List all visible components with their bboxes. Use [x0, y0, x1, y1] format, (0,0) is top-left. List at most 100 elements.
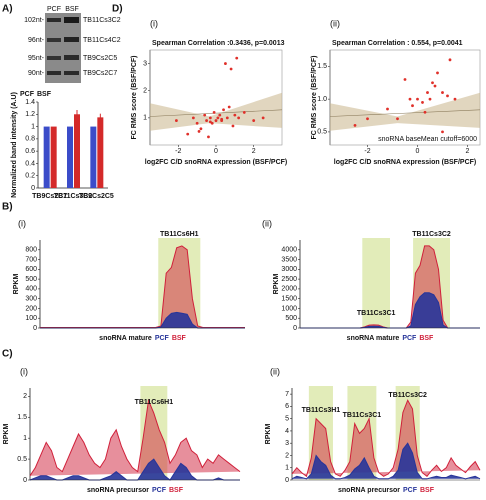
- band-label: TB11Cs4C2: [83, 37, 121, 44]
- bar: [67, 126, 73, 188]
- point: [195, 121, 199, 125]
- y-tick-label: 0.5: [17, 456, 27, 463]
- y-tick-label: 0: [293, 325, 297, 332]
- point: [433, 84, 437, 88]
- band-label: TB9Cs2C5: [83, 55, 117, 62]
- confidence-band: [330, 92, 480, 131]
- y-tick-label: 2000: [281, 286, 297, 293]
- bsf-area: [29, 398, 241, 477]
- y-tick-label: 0: [33, 325, 37, 332]
- gel-band: [64, 55, 79, 60]
- x-axis-label: snoRNA precursor PCF BSF: [87, 487, 184, 494]
- pcf-area: [40, 311, 245, 329]
- point: [235, 56, 239, 60]
- point: [242, 111, 246, 114]
- point: [199, 127, 203, 131]
- y-tick-label: 6: [285, 403, 289, 410]
- legend-label: PCF: [403, 487, 418, 494]
- confidence-band: [150, 92, 282, 131]
- y-tick-label: 500: [25, 276, 37, 283]
- bsf-area: [40, 245, 245, 328]
- y-tick-label: 200: [25, 305, 37, 312]
- y-axis-label: FC RMS score (BSF/PCF): [131, 55, 138, 139]
- highlight: [362, 238, 390, 328]
- point: [229, 67, 233, 71]
- size-label: 95nt-: [28, 55, 45, 62]
- gel-band: [64, 37, 79, 42]
- point: [220, 117, 224, 121]
- panel-label: C): [2, 349, 13, 360]
- y-tick-label: 3: [143, 60, 147, 67]
- x-axis-label: log2FC C/D snoRNA expression (BSF/PCF): [145, 159, 287, 166]
- size-label: 90nt-: [28, 70, 45, 77]
- x-tick-label: 2: [466, 148, 470, 155]
- point: [426, 91, 429, 94]
- gel-band: [64, 17, 79, 23]
- y-tick-label: 1.0: [317, 96, 327, 103]
- point: [237, 116, 241, 120]
- y-tick-label: 1.5: [317, 63, 327, 70]
- chart-title: Spearman Correlation :0.3436, p=0.0013: [152, 40, 285, 47]
- peak-label: TB11Cs3C1: [357, 310, 396, 317]
- size-label: 96nt-: [28, 37, 45, 44]
- point: [252, 119, 256, 122]
- bar: [90, 126, 97, 188]
- y-tick-label: 0.4: [25, 160, 35, 167]
- y-tick-label: 1: [31, 123, 35, 130]
- peak-label: TB11Cs3C2: [412, 231, 451, 238]
- y-tick-label: 1: [143, 115, 147, 122]
- peak-label: TB11Cs3C1: [343, 412, 382, 419]
- y-tick-label: 500: [285, 315, 297, 322]
- point: [446, 94, 449, 98]
- x-tick-label: 2: [252, 148, 256, 155]
- fit-line: [329, 109, 481, 117]
- point: [403, 78, 407, 81]
- bar: [43, 126, 50, 188]
- x-tick-label: TB9Cs2C7: [32, 193, 67, 200]
- gel: PCF BSF 102nt- 96nt- 95nt- 90nt- TB11Cs3…: [24, 6, 121, 83]
- x-axis-label-text: snoRNA mature: [347, 335, 400, 342]
- y-tick-label: 4: [285, 428, 289, 435]
- y-tick-label: 1: [23, 435, 27, 442]
- peak-label: TB11Cs3C2: [388, 392, 427, 399]
- panel-label: A): [2, 4, 13, 15]
- point: [218, 113, 222, 117]
- point: [205, 119, 208, 122]
- panel-label: B): [2, 202, 13, 213]
- y-tick-label: 1000: [281, 305, 297, 312]
- x-tick-label: -2: [364, 148, 370, 155]
- y-tick-label: 3000: [281, 266, 297, 273]
- y-tick-label: 1.2: [25, 111, 35, 118]
- x-tick-label: TB9Cs2C5: [79, 193, 114, 200]
- point: [227, 105, 231, 109]
- point: [366, 117, 369, 121]
- point: [386, 107, 389, 111]
- legend-label: PCF: [402, 335, 417, 342]
- x-axis-label: snoRNA mature PCF BSF: [99, 335, 186, 342]
- y-tick-label: 1: [285, 465, 289, 472]
- point: [441, 130, 444, 134]
- annotation: snoRNA baseMean cutoff=6000: [378, 136, 477, 143]
- y-axis-label: RPKM: [3, 424, 10, 445]
- gel-band: [47, 71, 61, 75]
- legend-label: BSF: [169, 487, 184, 494]
- gel-band: [64, 71, 79, 75]
- legend-label: BSF: [37, 91, 52, 98]
- point: [428, 97, 432, 101]
- x-tick-label: 0: [416, 148, 420, 155]
- legend-label: BSF: [172, 335, 187, 342]
- gel-band: [47, 38, 61, 42]
- band-label: TB11Cs3C2: [83, 17, 121, 24]
- point: [225, 116, 229, 120]
- subpanel-label: (ii): [330, 18, 340, 28]
- y-tick-label: 2: [285, 452, 289, 459]
- point: [214, 119, 218, 122]
- point: [448, 58, 452, 62]
- gel-band: [47, 18, 61, 22]
- y-tick-label: 2: [23, 393, 27, 400]
- point: [222, 108, 225, 112]
- y-tick-label: 3500: [281, 256, 297, 263]
- point: [261, 116, 265, 120]
- point: [408, 97, 412, 101]
